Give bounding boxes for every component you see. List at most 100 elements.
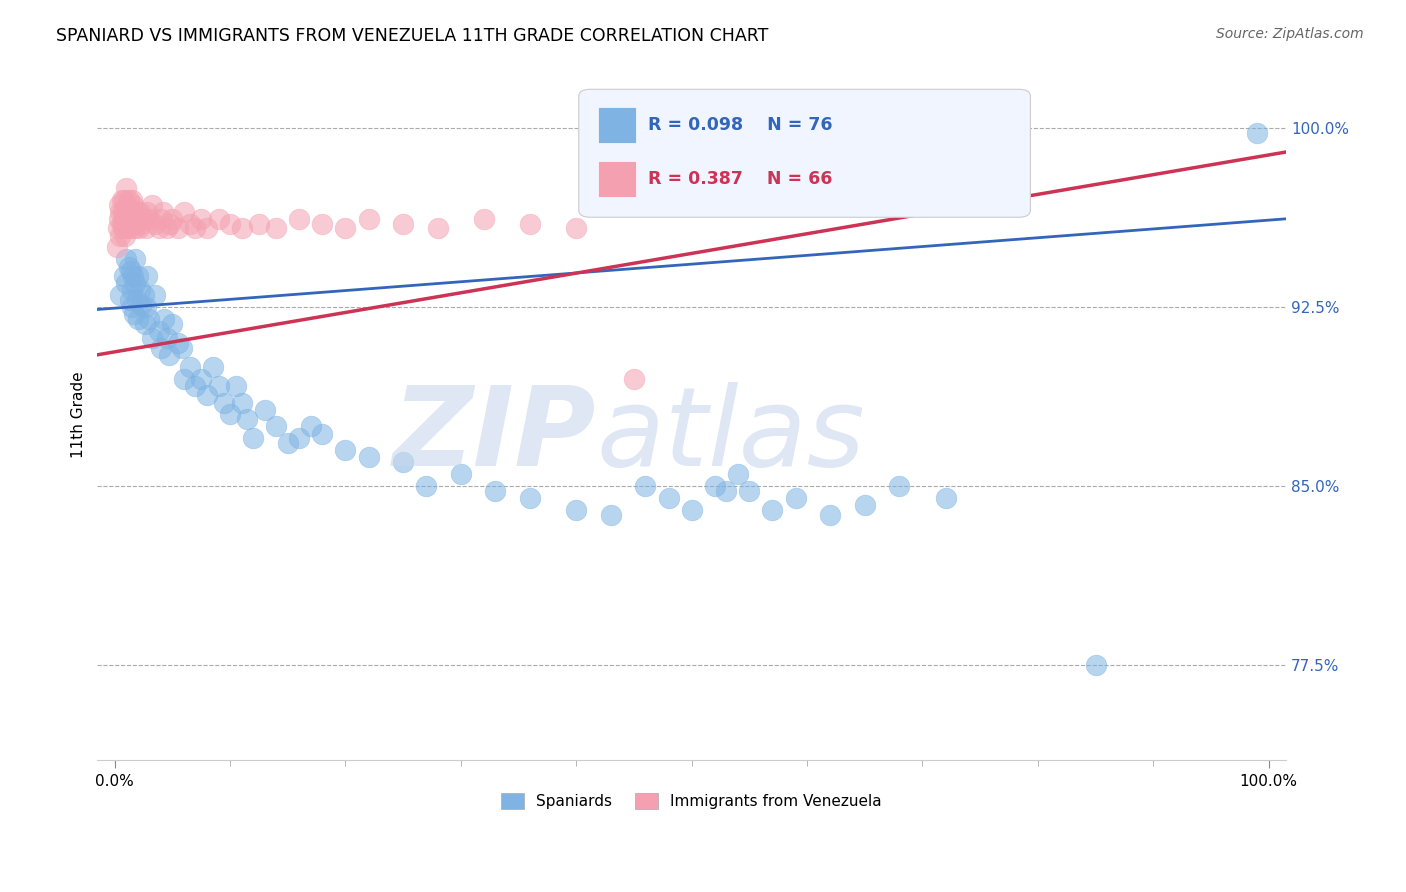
Point (155, 221, 177, 235)
Point (162, 211, 184, 226)
Point (889, 479, 911, 493)
Point (167, 221, 190, 235)
Point (311, 426, 333, 441)
Point (107, 221, 129, 235)
Point (132, 288, 155, 302)
Point (136, 204, 159, 219)
Point (157, 348, 180, 362)
Point (129, 298, 152, 312)
Point (110, 217, 132, 231)
Point (112, 211, 135, 226)
Point (288, 211, 311, 226)
Point (190, 372, 212, 386)
Point (167, 335, 190, 350)
Text: R = 0.098    N = 76: R = 0.098 N = 76 (648, 116, 832, 134)
Point (136, 269, 159, 284)
Point (450, 467, 472, 481)
Point (727, 467, 749, 481)
Point (129, 217, 152, 231)
Point (565, 503, 588, 517)
Point (392, 455, 415, 469)
Point (124, 277, 146, 291)
Point (117, 221, 139, 235)
Point (173, 372, 195, 386)
Point (110, 204, 132, 219)
Text: atlas: atlas (596, 382, 865, 489)
Point (264, 221, 287, 235)
Point (173, 204, 195, 219)
Point (288, 431, 311, 445)
Point (125, 204, 148, 219)
Point (225, 379, 247, 393)
Y-axis label: 11th Grade: 11th Grade (72, 371, 86, 458)
Point (124, 252, 146, 267)
Point (623, 372, 645, 386)
Point (115, 252, 138, 267)
Point (195, 388, 218, 402)
Point (299, 419, 322, 434)
Point (120, 221, 142, 235)
Point (117, 193, 139, 207)
Point (190, 211, 212, 226)
Point (108, 211, 131, 226)
Point (716, 483, 738, 498)
Point (125, 293, 148, 307)
Point (127, 211, 149, 226)
Point (357, 211, 380, 226)
Point (149, 341, 172, 355)
Point (118, 217, 141, 231)
Point (264, 419, 287, 434)
Point (357, 450, 380, 465)
Point (335, 443, 357, 458)
Point (565, 221, 588, 235)
Point (738, 483, 761, 498)
Point (201, 359, 224, 374)
Point (143, 288, 166, 302)
Point (122, 269, 145, 284)
Point (111, 204, 134, 219)
Point (703, 479, 725, 493)
Point (127, 312, 149, 326)
Point (195, 221, 218, 235)
Point (853, 498, 876, 512)
Point (112, 193, 135, 207)
Point (149, 211, 172, 226)
Point (155, 331, 177, 345)
Point (170, 341, 193, 355)
Point (124, 307, 146, 321)
Point (115, 277, 138, 291)
Point (118, 293, 141, 307)
Point (118, 204, 141, 219)
Point (121, 211, 143, 226)
Point (785, 491, 807, 505)
Point (134, 317, 156, 331)
Point (124, 217, 146, 231)
Point (231, 221, 253, 235)
Text: SPANIARD VS IMMIGRANTS FROM VENEZUELA 11TH GRADE CORRELATION CHART: SPANIARD VS IMMIGRANTS FROM VENEZUELA 11… (56, 27, 769, 45)
Point (115, 204, 138, 219)
Point (132, 211, 155, 226)
Point (117, 197, 139, 211)
Point (207, 211, 229, 226)
Point (117, 260, 139, 274)
Point (214, 395, 236, 409)
Point (219, 408, 242, 422)
Point (115, 181, 138, 195)
Point (117, 211, 139, 226)
Point (681, 503, 703, 517)
Point (112, 269, 135, 284)
Point (415, 479, 437, 493)
Point (141, 331, 163, 345)
Point (110, 228, 132, 243)
Point (121, 284, 143, 298)
Point (162, 317, 184, 331)
Point (114, 228, 136, 243)
Point (247, 217, 270, 231)
Point (135, 300, 157, 314)
Point (242, 431, 264, 445)
Point (277, 436, 299, 450)
Point (135, 221, 157, 235)
Point (110, 193, 132, 207)
Point (472, 211, 495, 226)
Point (599, 508, 621, 522)
